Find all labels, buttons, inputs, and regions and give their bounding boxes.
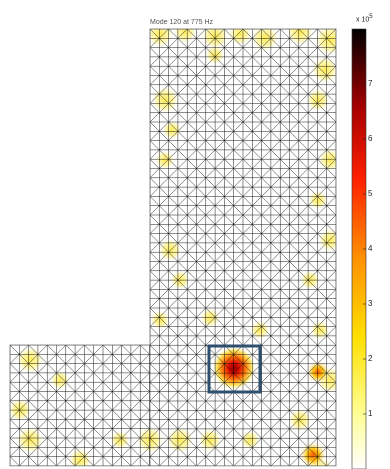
mesh-grid [10, 29, 336, 466]
heat-peak [212, 346, 256, 390]
heat-spot [250, 320, 270, 340]
heat-spot [155, 150, 175, 170]
heat-spot [16, 426, 44, 454]
heat-spot [16, 346, 44, 374]
heat-spot [198, 428, 222, 452]
heat-spot-orange [299, 441, 327, 466]
heat-spot [68, 448, 92, 466]
colorbar-exponent-label: x 105 [356, 14, 373, 24]
colorbar-tick-label: 7 [368, 79, 373, 88]
heat-spot [173, 29, 197, 44]
heat-spot [318, 228, 336, 252]
colorbar-tick-label: 3 [368, 299, 373, 308]
domain-outline [9, 28, 337, 467]
heat-spot [288, 408, 312, 432]
colorbar-tick-label: 5 [368, 189, 373, 198]
heat-spot [146, 29, 174, 48]
heat-spot [158, 238, 182, 262]
heat-spot [314, 29, 336, 56]
heat-spot [50, 370, 70, 390]
colorbar-tick-label: 2 [368, 354, 373, 363]
colorbar-tick-label: 1 [368, 409, 373, 418]
colorbar-tick-label: 4 [368, 244, 373, 253]
heat-spot-orange [306, 360, 330, 384]
heat-spot [308, 190, 328, 210]
colorbar-tick-label: 6 [368, 134, 373, 143]
heat-spot [150, 310, 170, 330]
plot-title: Mode 120 at 775 Hz [150, 19, 214, 26]
highlight-box [207, 344, 262, 394]
heat-spot [311, 56, 336, 84]
heat-spot [110, 430, 130, 450]
heatmap-field [10, 29, 336, 466]
heat-spot [286, 29, 314, 46]
heat-spot [162, 120, 182, 140]
heat-spot [306, 88, 330, 112]
heat-spot [310, 320, 330, 340]
heat-spot [251, 29, 279, 52]
heat-spot [228, 29, 252, 46]
